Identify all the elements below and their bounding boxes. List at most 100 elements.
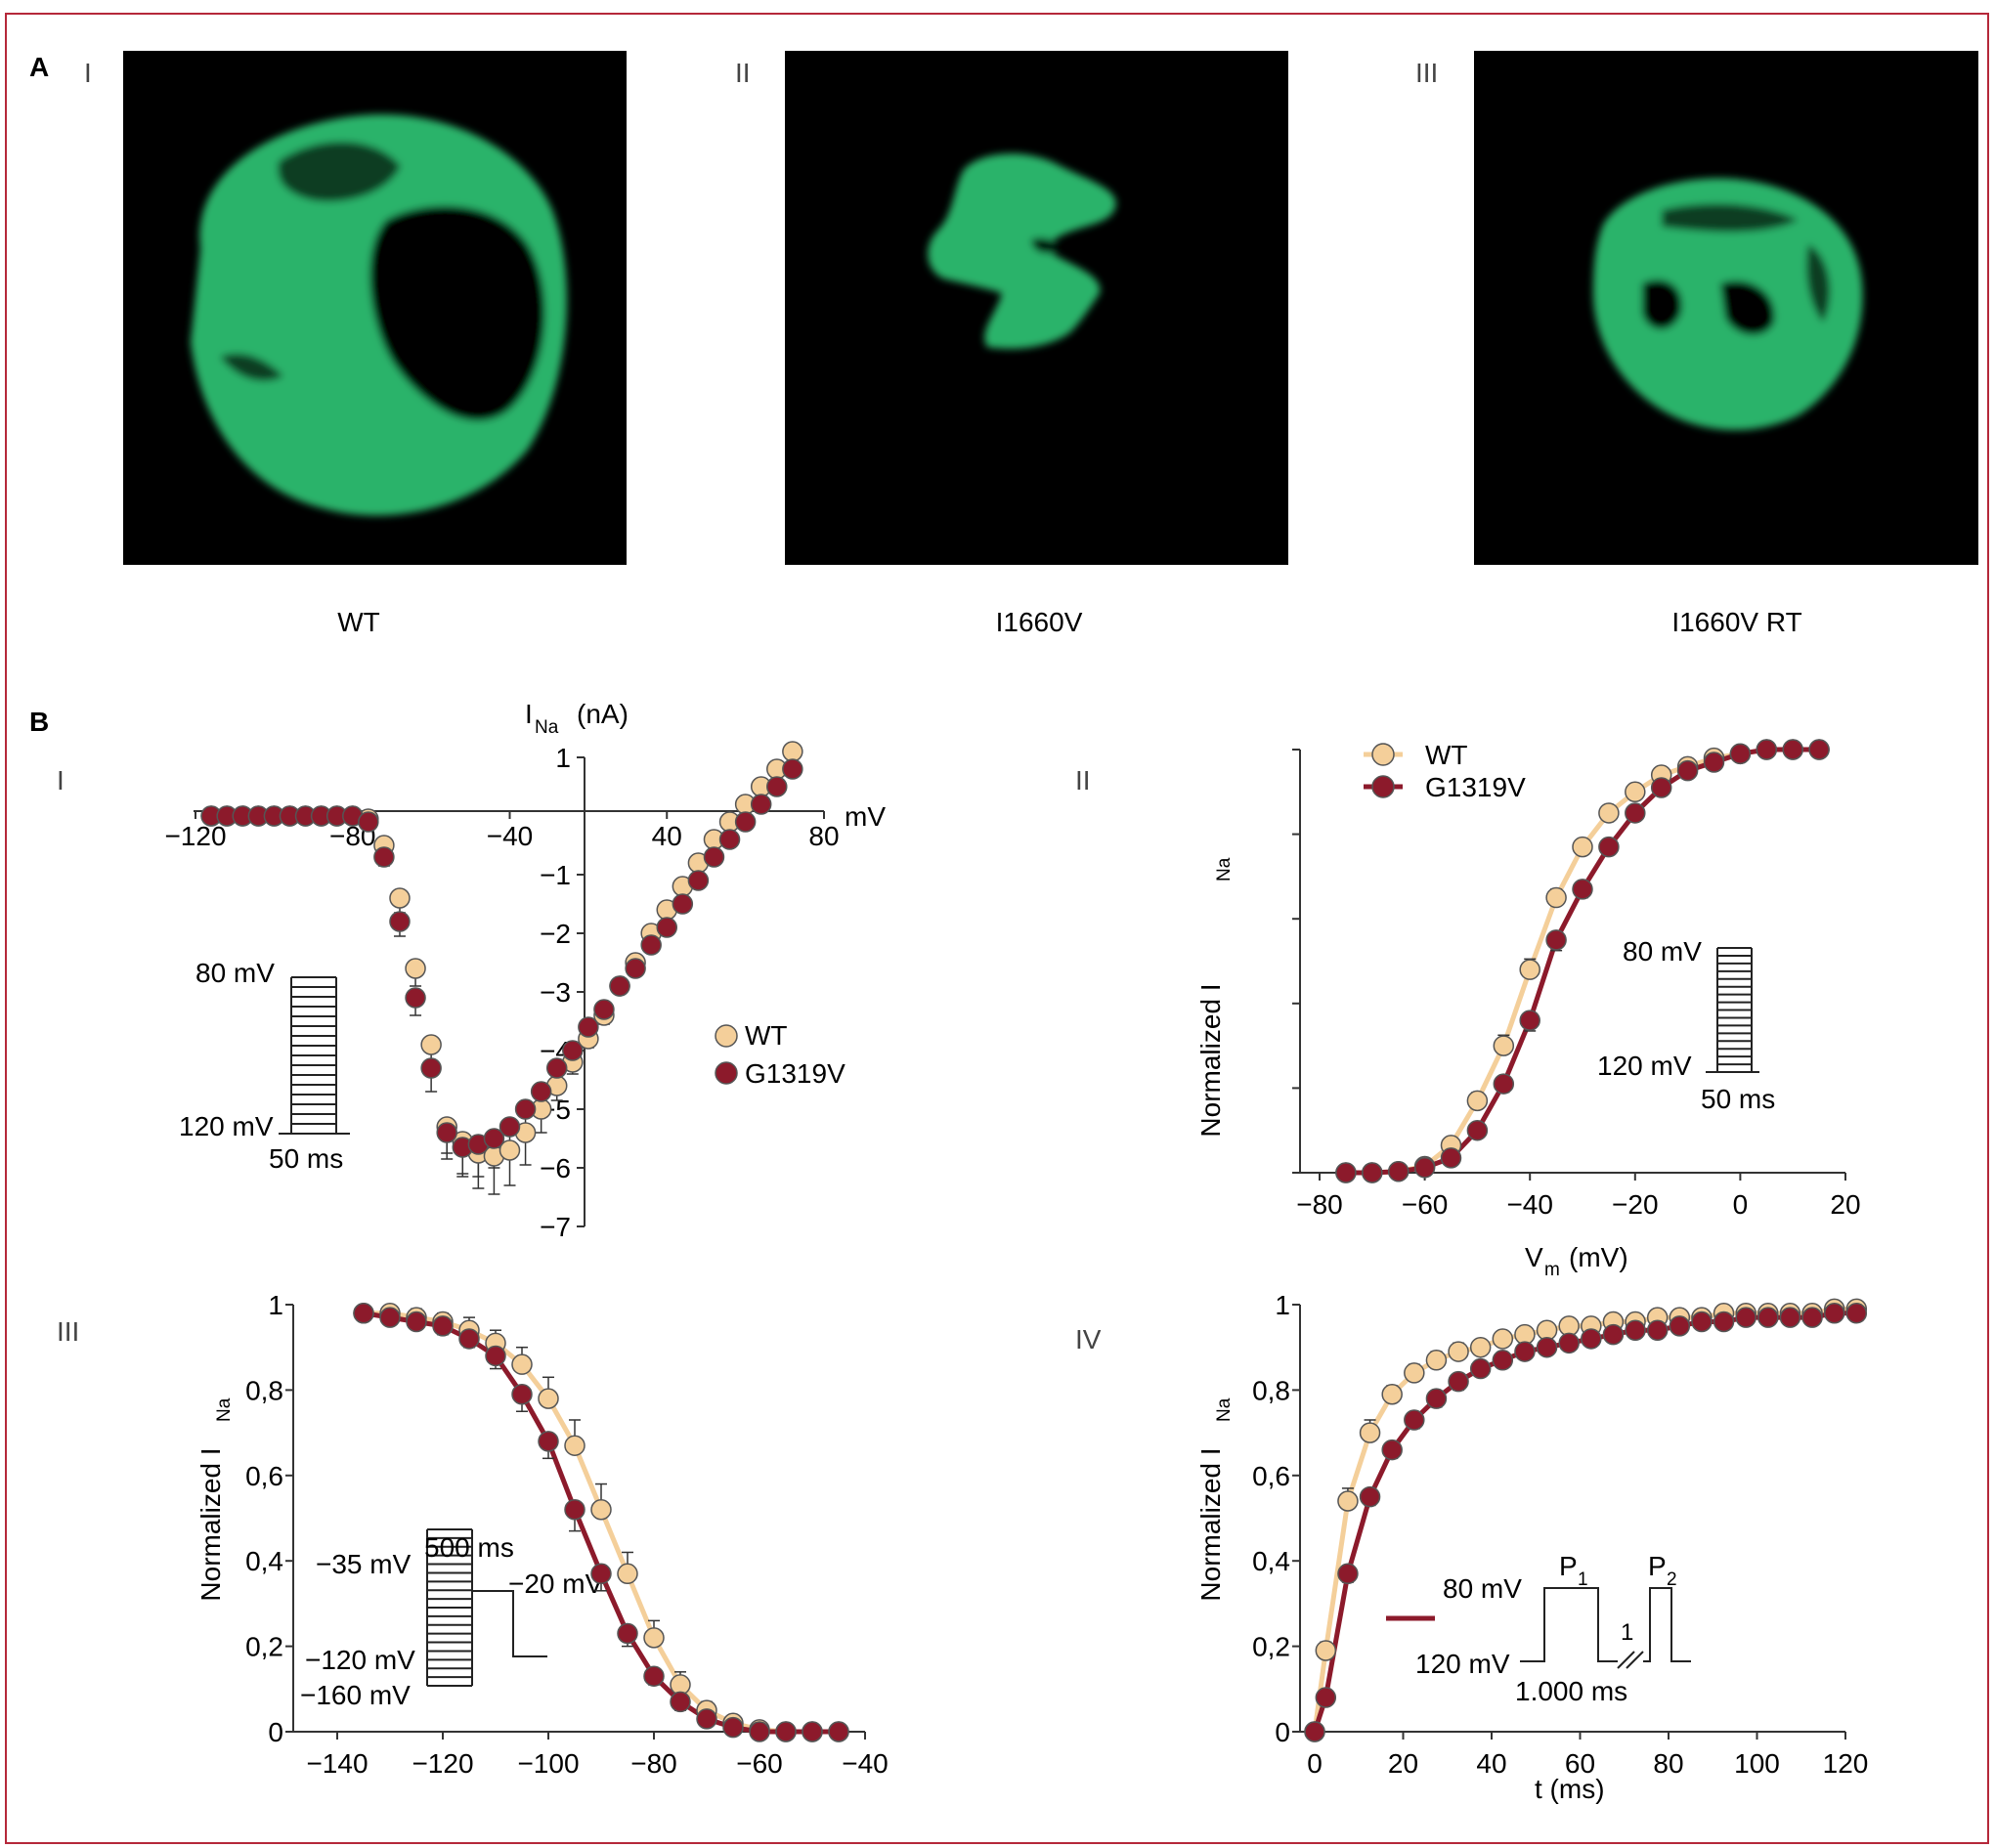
data-point-g1319v — [1782, 739, 1803, 760]
data-point-wt — [1469, 1336, 1492, 1358]
data-point-wt — [1545, 886, 1567, 909]
data-point-g1319v — [1691, 1311, 1713, 1333]
data-point-wt — [1337, 1490, 1359, 1512]
y-tick-label: 1 — [1275, 1290, 1290, 1320]
data-point-g1319v — [1676, 759, 1699, 782]
data-point-g1319v — [1735, 1307, 1756, 1328]
y-tick-label: 1 — [268, 1290, 283, 1320]
data-point-g1319v — [1558, 1332, 1580, 1354]
image-2-roman: II — [735, 58, 751, 88]
protocol-p1-pulse — [1520, 1587, 1618, 1662]
image-2-caption: I1660V — [996, 607, 1083, 637]
data-point-wt — [1425, 1350, 1448, 1371]
data-point-g1319v — [1602, 1323, 1625, 1346]
chart-plot-area — [1304, 1298, 1868, 1742]
chart-b-ii-xlabel-unit: (mV) — [1569, 1242, 1628, 1272]
data-point-g1319v — [1625, 802, 1646, 824]
x-tick-label: −20 — [1612, 1189, 1659, 1220]
data-point-g1319v — [483, 1128, 505, 1149]
data-point-g1319v — [1492, 1350, 1514, 1371]
x-tick-label: 0 — [1733, 1189, 1749, 1220]
y-tick-label: 0,8 — [1252, 1375, 1290, 1405]
data-point-g1319v — [722, 1716, 744, 1739]
data-point-wt — [1448, 1341, 1469, 1362]
data-point-wt — [617, 1563, 638, 1585]
data-point-g1319v — [353, 1302, 374, 1324]
data-point-wt — [1625, 781, 1646, 803]
data-point-g1319v — [593, 999, 615, 1020]
x-tick-label: 40 — [1476, 1748, 1506, 1779]
data-point-wt — [1598, 802, 1620, 824]
x-tick-label: 100 — [1734, 1748, 1780, 1779]
data-point-g1319v — [1572, 879, 1593, 900]
data-point-g1319v — [766, 776, 788, 797]
chart-b-i: I I Na (nA) mV WT G1319V 80 mV 120 mV 50… — [57, 699, 886, 1242]
chart-axes: 0 20 40 60 80 100 120 0 0,2 0,4 0,6 0,8 1 — [1252, 1290, 1868, 1779]
data-point-g1319v — [1729, 743, 1752, 765]
data-point-g1319v — [643, 1665, 665, 1687]
protocol-hold-label: −35 mV — [316, 1549, 412, 1579]
data-point-wt — [1519, 959, 1540, 980]
y-tick-label: −6 — [540, 1153, 571, 1183]
y-tick-label: 0,2 — [245, 1632, 283, 1662]
data-point-g1319v — [750, 794, 772, 815]
legend-g1319v-marker — [715, 1061, 738, 1085]
data-point-g1319v — [436, 1122, 457, 1143]
data-point-g1319v — [1469, 1357, 1492, 1380]
data-point-g1319v — [458, 1328, 480, 1350]
x-tick-label: −100 — [517, 1748, 579, 1779]
y-tick-label: 0,6 — [1252, 1461, 1290, 1491]
x-tick-label: −80 — [630, 1748, 677, 1779]
data-point-wt — [1572, 836, 1593, 858]
data-point-g1319v — [1545, 929, 1567, 951]
protocol-bottom-label: 120 mV — [1415, 1649, 1510, 1679]
data-point-g1319v — [1823, 1302, 1845, 1324]
chart-b-i-ylabel: I — [525, 699, 533, 729]
x-tick-label: 40 — [652, 821, 682, 851]
series-line-wt — [1312, 1306, 1857, 1733]
data-point-g1319v — [1650, 777, 1672, 798]
figure-frame — [5, 13, 1989, 1844]
data-point-wt — [499, 1139, 521, 1161]
data-point-g1319v — [670, 1691, 691, 1713]
data-point-g1319v — [406, 1311, 427, 1333]
data-point-g1319v — [617, 1622, 638, 1645]
image-1-caption: WT — [337, 607, 380, 637]
legend-g1319v-marker — [1371, 775, 1395, 798]
x-tick-label: −40 — [1506, 1189, 1553, 1220]
chart-b-iii-ylabel-sub: Na — [214, 1397, 235, 1422]
protocol-top-label: 80 mV — [195, 958, 275, 988]
x-tick-label: 120 — [1823, 1748, 1869, 1779]
data-point-g1319v — [1756, 739, 1778, 760]
data-point-g1319v — [696, 1708, 717, 1730]
chart-b-ii-ylabel: Normalized I — [1195, 983, 1226, 1137]
y-tick-label: −3 — [540, 977, 571, 1008]
chart-axes: −140 −120 −100 −80 −60 −40 0 0,2 0,4 0,6 0,8 1 — [245, 1290, 889, 1779]
chart-axes: −80 −60 −40 −20 0 20 — [1292, 749, 1861, 1220]
data-point-g1319v — [590, 1563, 612, 1585]
data-point-g1319v — [564, 1499, 585, 1521]
cell-image-i1660v-rt — [1474, 51, 1978, 565]
data-point-g1319v — [1448, 1370, 1469, 1393]
data-point-g1319v — [734, 811, 757, 833]
protocol-low1-label: −120 mV — [305, 1645, 415, 1675]
x-tick-label: −60 — [736, 1748, 783, 1779]
data-point-g1319v — [1845, 1302, 1868, 1324]
chart-b-iv-ylabel: Normalized I — [1195, 1447, 1226, 1601]
y-tick-label: 1 — [555, 743, 571, 773]
data-point-g1319v — [405, 987, 426, 1009]
data-point-g1319v — [703, 846, 725, 868]
y-tick-label: −2 — [540, 919, 571, 949]
chart-b-i-ylabel-unit: (nA) — [577, 699, 629, 729]
chart-b-iii: III Normalized I Na −35 mV 500 ms −20 mV… — [57, 1290, 889, 1779]
legend-wt-label: WT — [1425, 740, 1468, 770]
data-point-wt — [1381, 1384, 1403, 1405]
x-tick-label: −40 — [842, 1748, 889, 1779]
data-point-g1319v — [1646, 1319, 1669, 1341]
x-tick-label: 20 — [1830, 1189, 1860, 1220]
chart-b-ii-xlabel-sub: m — [1544, 1260, 1560, 1280]
data-point-g1319v — [1359, 1485, 1381, 1508]
data-point-g1319v — [1304, 1721, 1325, 1742]
data-point-g1319v — [485, 1345, 506, 1367]
protocol-break — [1617, 1651, 1635, 1669]
